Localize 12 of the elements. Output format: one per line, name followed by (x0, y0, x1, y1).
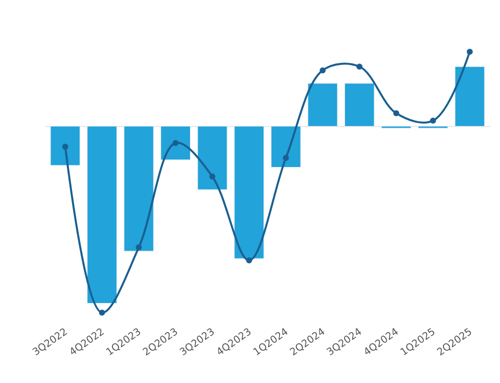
point (282, 154, 289, 161)
point (172, 140, 179, 146)
point (136, 244, 142, 250)
point (246, 257, 252, 264)
point (393, 110, 400, 116)
point (356, 64, 362, 70)
point (320, 67, 326, 74)
point (430, 118, 436, 124)
point (99, 310, 105, 316)
point (466, 48, 473, 55)
point (209, 174, 216, 180)
point (62, 144, 68, 150)
